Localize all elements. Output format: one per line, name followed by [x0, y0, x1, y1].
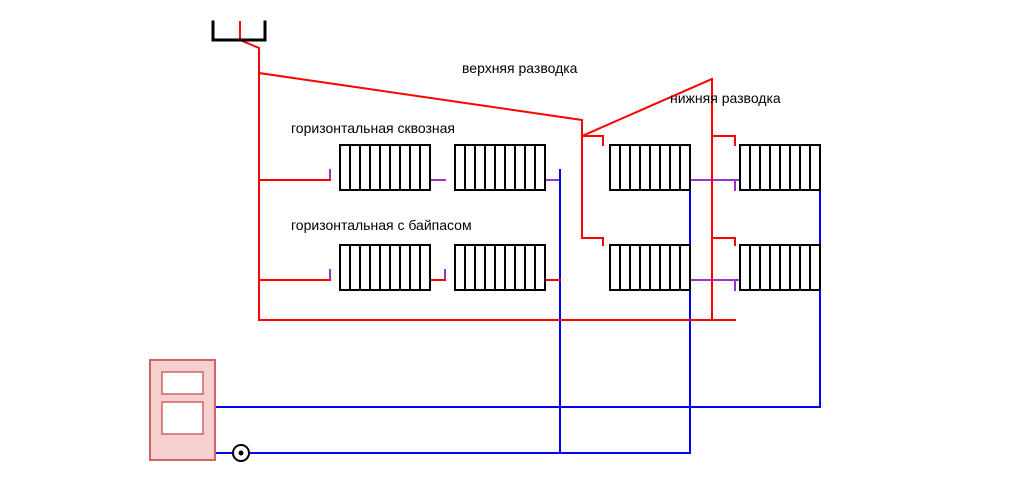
label-horizontal-bypass: горизонтальная с байпасом [291, 217, 472, 233]
label-horizontal-through: горизонтальная сквозная [291, 120, 455, 136]
label-top-distribution: верхняя разводка [462, 60, 577, 76]
label-bottom-distribution: нижняя разводка [670, 90, 781, 106]
